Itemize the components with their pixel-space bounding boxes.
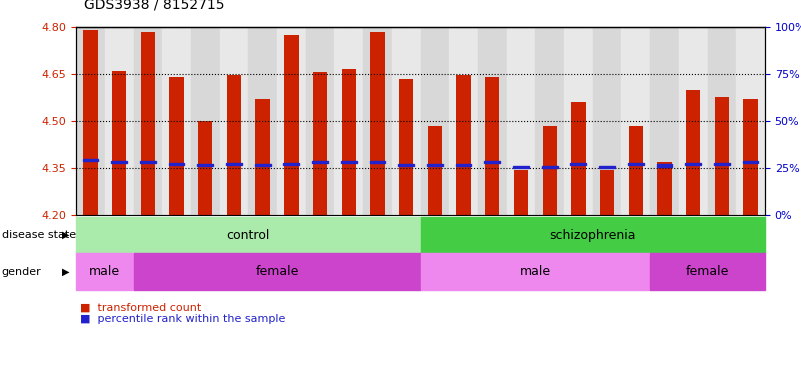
Bar <box>162 27 191 215</box>
Bar <box>140 161 155 163</box>
Text: ▶: ▶ <box>62 230 70 240</box>
Bar <box>76 217 421 253</box>
Bar <box>284 163 300 165</box>
Bar <box>399 79 413 215</box>
Bar <box>398 164 414 166</box>
Bar <box>622 27 650 215</box>
Bar <box>255 164 271 166</box>
Bar <box>392 27 421 215</box>
Text: female: female <box>256 265 299 278</box>
Bar <box>198 121 212 215</box>
Bar <box>485 77 500 215</box>
Bar <box>541 166 557 168</box>
Bar <box>707 27 736 215</box>
Bar <box>456 164 472 166</box>
Bar <box>105 27 134 215</box>
Bar <box>191 27 219 215</box>
Bar <box>197 164 213 166</box>
Text: schizophrenia: schizophrenia <box>549 229 636 242</box>
Text: male: male <box>89 265 120 278</box>
Text: disease state: disease state <box>2 230 76 240</box>
Bar <box>427 164 443 166</box>
Bar <box>370 31 384 215</box>
Bar <box>650 253 765 290</box>
Bar <box>599 166 615 168</box>
Bar <box>134 253 421 290</box>
Text: control: control <box>227 229 270 242</box>
Bar <box>111 161 127 164</box>
Bar <box>341 69 356 215</box>
Bar <box>628 163 644 166</box>
Bar <box>657 164 672 167</box>
Bar <box>513 170 528 215</box>
Bar <box>714 98 729 215</box>
Bar <box>650 27 678 215</box>
Bar <box>743 161 759 164</box>
Bar <box>312 161 328 163</box>
Bar <box>542 126 557 215</box>
Text: GDS3938 / 8152715: GDS3938 / 8152715 <box>84 0 224 12</box>
Bar <box>169 163 184 166</box>
Bar <box>227 76 241 215</box>
Bar <box>248 27 277 215</box>
Bar <box>83 159 99 161</box>
Bar <box>306 27 334 215</box>
Bar <box>564 27 593 215</box>
Bar <box>421 253 650 290</box>
Bar <box>457 76 471 215</box>
Bar <box>369 161 385 163</box>
Bar <box>169 77 183 215</box>
Text: ■  transformed count: ■ transformed count <box>80 302 201 312</box>
Bar <box>428 126 442 215</box>
Text: female: female <box>686 265 729 278</box>
Bar <box>256 99 270 215</box>
Text: ■  percentile rank within the sample: ■ percentile rank within the sample <box>80 314 285 324</box>
Bar <box>277 27 306 215</box>
Bar <box>600 170 614 215</box>
Bar <box>421 27 449 215</box>
Bar <box>141 31 155 215</box>
Bar <box>686 163 701 166</box>
Bar <box>76 27 105 215</box>
Bar <box>506 27 535 215</box>
Bar <box>629 126 643 215</box>
Bar <box>363 27 392 215</box>
Bar <box>714 163 730 166</box>
Text: male: male <box>520 265 551 278</box>
Bar <box>341 161 356 163</box>
Bar <box>571 102 586 215</box>
Bar <box>112 71 127 215</box>
Bar <box>658 162 672 215</box>
Bar <box>313 72 328 215</box>
Bar <box>284 35 299 215</box>
Bar <box>421 217 765 253</box>
Bar <box>478 27 506 215</box>
Bar <box>513 166 529 168</box>
Bar <box>219 27 248 215</box>
Bar <box>743 99 758 215</box>
Text: ▶: ▶ <box>62 266 70 277</box>
Bar <box>76 253 134 290</box>
Bar <box>570 163 586 166</box>
Bar <box>678 27 707 215</box>
Bar <box>686 89 700 215</box>
Bar <box>535 27 564 215</box>
Bar <box>334 27 363 215</box>
Bar <box>449 27 478 215</box>
Bar <box>593 27 622 215</box>
Bar <box>736 27 765 215</box>
Bar <box>226 163 242 165</box>
Bar <box>485 161 500 163</box>
Bar <box>134 27 162 215</box>
Text: gender: gender <box>2 266 42 277</box>
Bar <box>83 30 98 215</box>
